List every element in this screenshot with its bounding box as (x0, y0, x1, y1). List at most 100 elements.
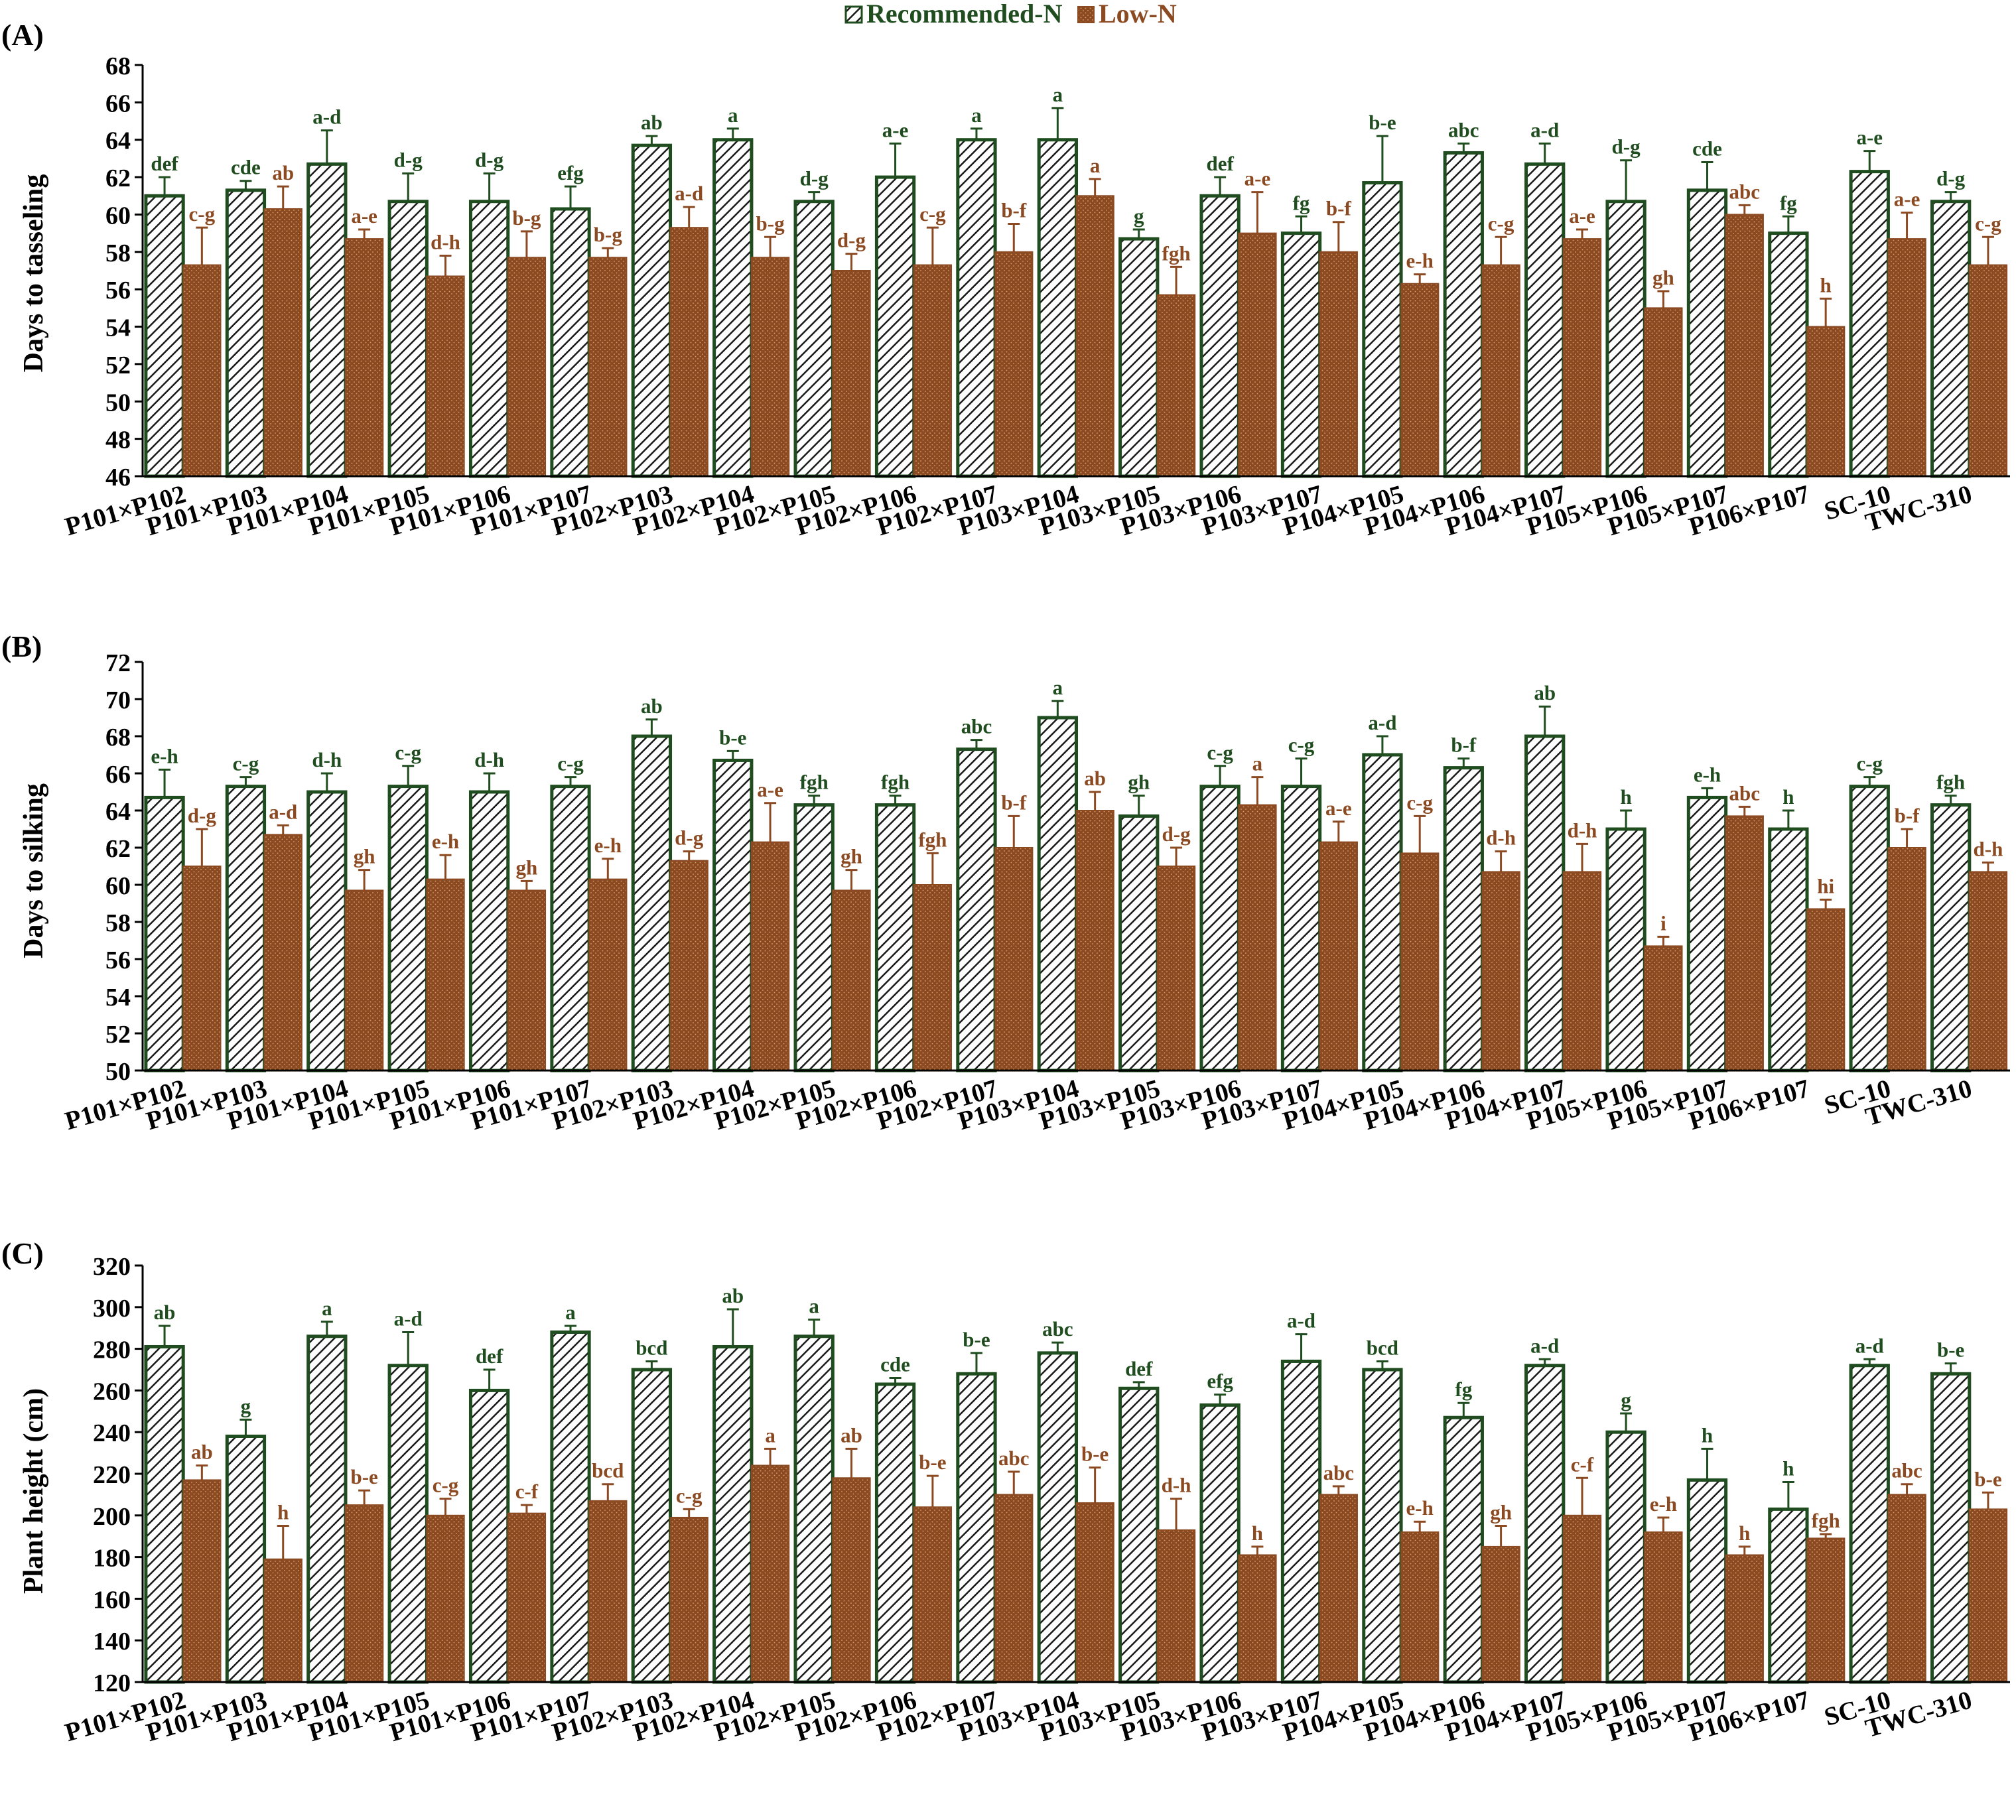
bar-recommended-n (1199, 194, 1241, 478)
bar-recommended-n (712, 1344, 754, 1684)
bar-low-n (1806, 326, 1846, 477)
y-ticks: 46 48 50 52 54 56 58 60 62 64 66 68 (105, 52, 143, 491)
letter-recommended-n: c-g (1288, 734, 1315, 757)
letter-low-n: b-e (1974, 1467, 2001, 1490)
letter-recommended-n: b-e (719, 726, 746, 749)
letter-recommended-n: a-d (1287, 1309, 1315, 1332)
bar-low-n (1319, 251, 1358, 477)
bar-low-n (1319, 1494, 1358, 1683)
letter-recommended-n: a (971, 103, 982, 127)
bar-low-n (344, 1504, 384, 1683)
letter-recommended-n: a-d (312, 105, 341, 129)
letter-recommended-n: d-g (394, 148, 423, 171)
letter-low-n: ab (191, 1440, 213, 1463)
bar-low-n (1400, 1531, 1440, 1683)
y-tick-label: 64 (105, 798, 131, 826)
bar-recommended-n (468, 790, 510, 1072)
y-tick-label: 58 (105, 239, 131, 267)
letter-low-n: d-g (1162, 822, 1191, 846)
letter-low-n: hi (1817, 874, 1834, 897)
bar-recommended-n (144, 194, 185, 478)
bar-low-n (669, 227, 708, 477)
bar-recommended-n (1930, 803, 1972, 1072)
bar-recommended-n (1199, 785, 1241, 1072)
panel-label: (B) (1, 629, 42, 663)
letter-recommended-n: c-g (233, 752, 259, 775)
bar-recommended-n (874, 803, 916, 1072)
panel-c: (C) Plant height (cm) 120 140 160 180 200 220… (1, 1236, 2010, 1747)
letter-recommended-n: ab (154, 1301, 176, 1324)
bar-low-n (1481, 264, 1520, 477)
bar-low-n (588, 1500, 628, 1683)
bar-recommended-n (793, 200, 835, 478)
bar-recommended-n (631, 1368, 673, 1684)
y-ticks: 120 140 160 180 200 220 240 260 280 300 320 (93, 1253, 143, 1697)
bar-recommended-n (874, 1382, 916, 1684)
letter-recommended-n: fgh (800, 771, 829, 794)
bar-low-n (913, 264, 953, 477)
bar-low-n (1075, 1502, 1114, 1683)
letter-low-n: a-d (269, 800, 297, 823)
bar-recommended-n (1362, 753, 1403, 1072)
bar-recommended-n (1605, 200, 1646, 478)
letter-recommended-n: abc (1042, 1317, 1073, 1340)
bar-recommended-n (793, 1334, 835, 1684)
x-ticks: P101×P102P101×P103P101×P104P101×P105P101… (62, 1074, 1975, 1136)
bar-low-n (426, 275, 465, 477)
bar-recommended-n (1443, 151, 1484, 478)
letter-recommended-n: d-h (312, 748, 342, 771)
letter-recommended-n: h (1702, 1423, 1713, 1447)
bar-low-n (426, 878, 465, 1071)
y-tick-label: 68 (105, 724, 131, 751)
bar-recommended-n (1686, 795, 1728, 1072)
y-tick-label: 280 (93, 1336, 131, 1364)
y-tick-label: 66 (105, 761, 131, 789)
letter-low-n: d-h (1974, 837, 2003, 860)
letter-low-n: c-g (1406, 791, 1433, 814)
letter-recommended-n: a (1053, 83, 1063, 106)
letter-low-n: b-f (1001, 199, 1027, 222)
letter-low-n: b-e (919, 1451, 946, 1474)
bars (144, 1330, 2008, 1684)
letter-recommended-n: ab (722, 1284, 744, 1307)
bar-low-n (1968, 871, 2008, 1072)
y-tick-label: 56 (105, 946, 131, 974)
letter-low-n: e-h (594, 834, 622, 857)
letter-recommended-n: c-g (1207, 741, 1233, 764)
letter-recommended-n: a-e (882, 118, 909, 141)
letter-low-n: h (277, 1501, 289, 1524)
letter-recommended-n: a (728, 103, 738, 127)
letter-recommended-n: e-h (151, 744, 178, 767)
letter-recommended-n: c-g (1856, 752, 1883, 775)
y-tick-label: 52 (105, 1021, 131, 1049)
letter-low-n: h (1252, 1522, 1263, 1545)
bar-recommended-n (1849, 785, 1890, 1072)
bar-recommended-n (1118, 1386, 1160, 1684)
bar-recommended-n (1768, 231, 1809, 478)
letter-low-n: e-h (432, 830, 459, 853)
bar-recommended-n (1037, 138, 1078, 478)
letter-low-n: a-d (675, 182, 703, 205)
bar-recommended-n (631, 734, 673, 1072)
y-tick-label: 66 (105, 90, 131, 117)
error-bars (159, 107, 1994, 327)
bar-low-n (832, 889, 871, 1072)
letter-low-n: a (765, 1423, 775, 1447)
letter-low-n: ab (840, 1423, 862, 1447)
letter-low-n: gh (840, 845, 862, 868)
bar-recommended-n (793, 803, 835, 1072)
bar-recommended-n (1118, 237, 1160, 478)
letter-low-n: c-g (1488, 212, 1514, 235)
x-ticks: P101×P102P101×P103P101×P104P101×P105P101… (62, 1685, 1975, 1747)
letter-low-n: d-g (675, 826, 704, 850)
panel-label: (C) (1, 1236, 44, 1270)
letter-low-n: abc (1323, 1461, 1355, 1484)
bar-low-n (1481, 871, 1520, 1072)
letter-recommended-n: abc (961, 715, 992, 738)
letter-low-n: h (1820, 273, 1832, 296)
y-tick-label: 54 (105, 314, 131, 342)
letter-low-n: a (1252, 752, 1263, 775)
bar-low-n (994, 847, 1034, 1071)
letter-recommended-n: efg (557, 161, 584, 184)
letter-recommended-n: fgh (1936, 771, 1965, 794)
